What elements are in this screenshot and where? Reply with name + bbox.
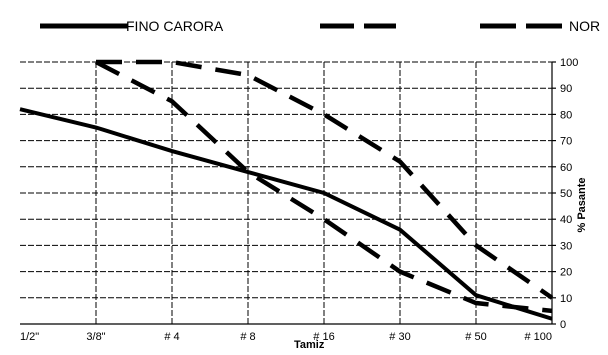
grid xyxy=(20,61,552,324)
tick-labels: 0 10 20 30 40 50 60 70 80 90 100 1/2" 3/8" # 4 # 8 # 16… xyxy=(20,57,578,343)
y-tick-label-90: 90 xyxy=(560,83,572,95)
x-tick-label-1: 3/8" xyxy=(86,331,105,343)
x-tick-label-0: 1/2" xyxy=(20,331,39,343)
x-tick-label-3: # 8 xyxy=(240,331,255,343)
x-tick-label-4: # 16 xyxy=(313,331,334,343)
series-group xyxy=(19,59,554,321)
series-line-0 xyxy=(19,107,553,321)
y-tick-label-10: 10 xyxy=(560,293,572,305)
x-tick-label-5: # 30 xyxy=(389,331,410,343)
series-line-1 xyxy=(94,60,553,314)
y-tick-label-20: 20 xyxy=(560,267,572,279)
y-tick-label-80: 80 xyxy=(560,109,572,121)
x-tick-label-6: # 50 xyxy=(465,331,486,343)
legend-label-fino-carora: FINO CARORA xyxy=(126,18,224,34)
y-axis-title: % Pasante xyxy=(576,177,588,232)
legend: FINO CARORA NOR xyxy=(40,18,600,34)
y-tick-label-30: 30 xyxy=(560,240,572,252)
series-line-2 xyxy=(96,59,554,300)
y-tick-label-50: 50 xyxy=(560,188,572,200)
x-tick-label-2: # 4 xyxy=(164,331,179,343)
x-axis-title: Tamiz xyxy=(294,339,325,351)
y-tick-label-0: 0 xyxy=(560,319,566,331)
x-tick-label-7: # 100 xyxy=(524,331,552,343)
y-tick-label-70: 70 xyxy=(560,136,572,148)
y-tick-label-60: 60 xyxy=(560,162,572,174)
legend-label-norma: NOR xyxy=(569,18,600,34)
y-tick-label-100: 100 xyxy=(560,57,578,69)
y-tick-label-40: 40 xyxy=(560,214,572,226)
